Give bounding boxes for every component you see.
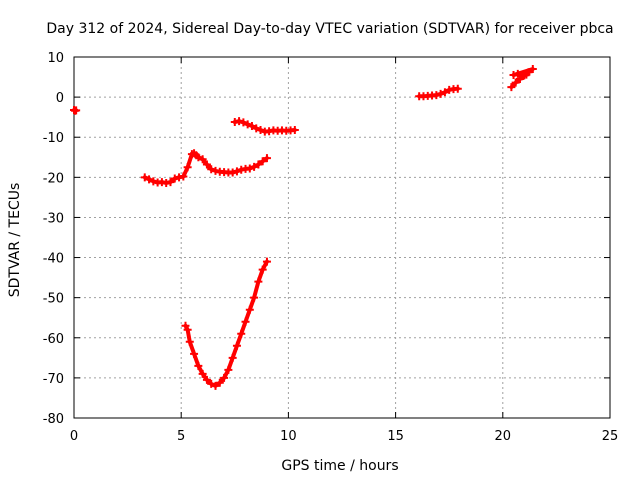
data-point [436, 89, 445, 98]
data-point [513, 69, 522, 78]
x-axis-label: GPS time / hours [281, 458, 398, 474]
data-point [72, 106, 81, 115]
data-point [245, 164, 254, 173]
data-point [254, 160, 263, 169]
y-tick-label: 10 [47, 51, 64, 66]
data-point [179, 172, 188, 181]
chart-title: Day 312 of 2024, Sidereal Day-to-day VTE… [46, 21, 613, 37]
data-point [166, 178, 175, 187]
data-point [509, 71, 518, 80]
data-point [198, 155, 207, 164]
y-tick-label: 0 [56, 91, 64, 106]
data-point [258, 265, 267, 274]
data-point [194, 153, 203, 162]
data-point [220, 373, 229, 382]
data-point [190, 349, 199, 358]
data-point [237, 329, 246, 338]
y-axis-label: SDTVAR / TECUs [7, 183, 23, 298]
data-point [245, 305, 254, 314]
data-point [250, 162, 259, 171]
data-point [241, 317, 250, 326]
data-point [194, 361, 203, 370]
data-point [183, 325, 192, 334]
data-point [224, 365, 233, 374]
data-point [243, 120, 252, 129]
series-3 [230, 117, 299, 136]
data-points [70, 65, 537, 390]
y-tick-label: -50 [43, 292, 64, 307]
data-point [256, 126, 265, 135]
x-tick-label: 5 [177, 429, 185, 444]
data-point [262, 154, 271, 163]
x-tick-label: 20 [495, 429, 512, 444]
data-point [522, 70, 531, 79]
series-2 [140, 149, 271, 187]
data-point [247, 121, 256, 130]
series-4 [181, 257, 271, 390]
axis-ticks: 0 5 10 15 20 25 10 0 -10 -20 -30 -40 -50 -60 -70 -80 [43, 51, 619, 444]
data-point [258, 157, 267, 166]
grid [74, 57, 610, 418]
data-point [145, 175, 154, 184]
data-point [211, 381, 220, 390]
y-tick-label: -80 [43, 412, 64, 427]
data-point [207, 165, 216, 174]
data-point [239, 118, 248, 127]
data-point [181, 321, 190, 330]
data-point [252, 124, 261, 133]
data-point [170, 174, 179, 183]
data-point [440, 88, 449, 97]
data-point [432, 91, 441, 100]
data-point [518, 72, 527, 81]
data-point [149, 177, 158, 186]
data-point [202, 375, 211, 384]
data-point [232, 167, 241, 176]
data-point [207, 379, 216, 388]
data-point [235, 117, 244, 126]
data-point [140, 173, 149, 182]
series-5 [415, 84, 462, 101]
x-tick-label: 0 [70, 429, 78, 444]
plot-frame [73, 56, 611, 419]
data-point [183, 163, 192, 172]
series-6 [507, 65, 537, 92]
y-tick-label: -70 [43, 372, 64, 387]
series-1 [70, 105, 81, 115]
data-point [254, 277, 263, 286]
y-tick-label: -40 [43, 252, 64, 267]
data-point [185, 337, 194, 346]
y-tick-label: -10 [43, 131, 64, 146]
series-trace [509, 67, 535, 90]
x-tick-label: 25 [602, 429, 619, 444]
data-point [232, 341, 241, 350]
y-tick-label: -30 [43, 211, 64, 226]
data-point [215, 378, 224, 387]
y-tick-label: -60 [43, 332, 64, 347]
data-point [511, 78, 520, 87]
data-point [290, 126, 299, 135]
data-point [250, 293, 259, 302]
data-point [228, 353, 237, 362]
data-point [507, 83, 516, 92]
data-point [228, 168, 237, 177]
data-point [262, 257, 271, 266]
y-tick-label: -20 [43, 171, 64, 186]
data-point [528, 65, 537, 74]
x-tick-label: 15 [387, 429, 404, 444]
data-point [202, 160, 211, 169]
data-point [453, 84, 462, 93]
data-point [198, 369, 207, 378]
x-tick-label: 10 [280, 429, 297, 444]
